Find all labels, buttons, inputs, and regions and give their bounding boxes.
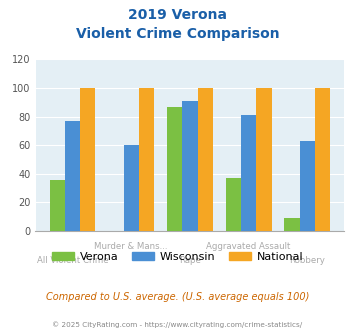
Legend: Verona, Wisconsin, National: Verona, Wisconsin, National	[48, 248, 307, 267]
Text: All Violent Crime: All Violent Crime	[37, 256, 108, 265]
Text: Rape: Rape	[179, 256, 201, 265]
Bar	[139, 88, 154, 231]
Text: Violent Crime Comparison: Violent Crime Comparison	[76, 27, 279, 41]
Bar	[50, 180, 65, 231]
Bar	[124, 145, 139, 231]
Text: Compared to U.S. average. (U.S. average equals 100): Compared to U.S. average. (U.S. average …	[46, 292, 309, 302]
Bar	[315, 88, 330, 231]
Bar	[241, 115, 256, 231]
Bar	[198, 88, 213, 231]
Text: Aggravated Assault: Aggravated Assault	[207, 242, 291, 251]
Bar	[256, 88, 272, 231]
Text: © 2025 CityRating.com - https://www.cityrating.com/crime-statistics/: © 2025 CityRating.com - https://www.city…	[53, 322, 302, 328]
Bar	[80, 88, 95, 231]
Text: 2019 Verona: 2019 Verona	[128, 8, 227, 22]
Bar	[65, 121, 80, 231]
Bar	[284, 218, 300, 231]
Bar	[300, 141, 315, 231]
Bar	[226, 178, 241, 231]
Text: Murder & Mans...: Murder & Mans...	[94, 242, 168, 251]
Text: Robbery: Robbery	[289, 256, 325, 265]
Bar	[182, 101, 198, 231]
Bar	[167, 107, 182, 231]
